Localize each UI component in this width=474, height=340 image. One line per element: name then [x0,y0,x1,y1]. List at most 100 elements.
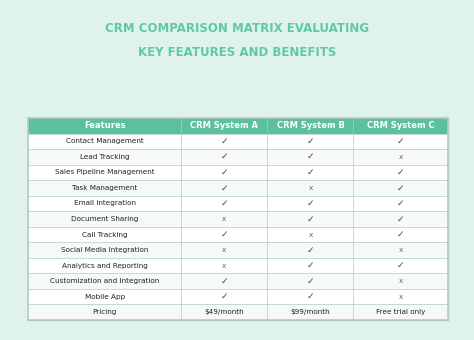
Bar [181,180,267,196]
Text: ✓: ✓ [397,168,404,177]
Text: x: x [222,262,227,269]
Text: CRM System C: CRM System C [367,121,435,130]
Bar [267,273,354,289]
Bar [267,134,354,149]
Text: ✓: ✓ [307,245,314,255]
Bar [354,258,448,273]
Text: KEY FEATURES AND BENEFITS: KEY FEATURES AND BENEFITS [138,46,336,58]
Bar [181,196,267,211]
Text: ✓: ✓ [307,292,314,301]
Text: Email Integration: Email Integration [73,201,136,206]
Bar [267,211,354,227]
Text: x: x [222,216,227,222]
Text: ✓: ✓ [220,277,228,286]
Text: Contact Management: Contact Management [66,138,144,144]
Bar [181,211,267,227]
Bar [181,273,267,289]
Text: ✓: ✓ [397,199,404,208]
Text: Call Tracking: Call Tracking [82,232,128,238]
Text: ✓: ✓ [307,215,314,223]
Bar [267,196,354,211]
Text: Task Management: Task Management [72,185,137,191]
Bar [181,118,267,134]
Text: x: x [308,232,312,238]
Text: x: x [399,154,403,160]
Bar [354,165,448,180]
Text: Customization and Integration: Customization and Integration [50,278,159,284]
Bar [267,180,354,196]
Bar [181,165,267,180]
Text: ✓: ✓ [220,230,228,239]
Text: ✓: ✓ [220,137,228,146]
Text: ✓: ✓ [307,137,314,146]
Bar [28,134,181,149]
Text: ✓: ✓ [307,152,314,161]
Bar [28,149,181,165]
Bar [354,118,448,134]
Text: x: x [399,247,403,253]
Bar [354,273,448,289]
Bar [181,258,267,273]
Text: Social Media Integration: Social Media Integration [61,247,148,253]
Bar [28,304,181,320]
Bar [267,165,354,180]
Bar [354,134,448,149]
Text: Sales Pipeline Management: Sales Pipeline Management [55,169,155,175]
Bar [267,304,354,320]
Text: Features: Features [84,121,126,130]
Bar [354,289,448,304]
Text: Document Sharing: Document Sharing [71,216,138,222]
Text: Lead Tracking: Lead Tracking [80,154,129,160]
Bar [354,242,448,258]
Text: ✓: ✓ [397,183,404,192]
Text: ✓: ✓ [220,152,228,161]
Text: x: x [399,278,403,284]
Bar [181,242,267,258]
Bar [28,289,181,304]
Bar [28,118,448,320]
Bar [28,118,181,134]
Bar [354,227,448,242]
Text: ✓: ✓ [397,230,404,239]
Bar [267,289,354,304]
Bar [28,196,181,211]
Bar [181,289,267,304]
Text: Free trial only: Free trial only [376,309,426,315]
Text: CRM COMPARISON MATRIX EVALUATING: CRM COMPARISON MATRIX EVALUATING [105,21,369,34]
Text: Pricing: Pricing [92,309,117,315]
Text: ✓: ✓ [397,137,404,146]
Bar [181,134,267,149]
Text: Mobile App: Mobile App [84,294,125,300]
Text: ✓: ✓ [220,292,228,301]
Bar [28,258,181,273]
Bar [267,149,354,165]
Bar [28,180,181,196]
Text: ✓: ✓ [307,277,314,286]
Text: ✓: ✓ [397,261,404,270]
Bar [267,258,354,273]
Text: ✓: ✓ [220,168,228,177]
Bar [354,211,448,227]
Text: Analytics and Reporting: Analytics and Reporting [62,262,147,269]
Text: ✓: ✓ [307,168,314,177]
Bar [267,227,354,242]
Text: x: x [222,247,227,253]
Text: ✓: ✓ [220,183,228,192]
Text: ✓: ✓ [397,215,404,223]
Bar [181,304,267,320]
Bar [354,196,448,211]
Bar [354,149,448,165]
Text: CRM System A: CRM System A [191,121,258,130]
Text: ✓: ✓ [220,199,228,208]
Text: CRM System B: CRM System B [276,121,345,130]
Bar [354,180,448,196]
Bar [28,273,181,289]
Bar [267,118,354,134]
Text: ✓: ✓ [307,199,314,208]
Text: x: x [308,185,312,191]
Bar [354,304,448,320]
Text: x: x [399,294,403,300]
Bar [28,165,181,180]
Text: ✓: ✓ [307,261,314,270]
Bar [181,227,267,242]
